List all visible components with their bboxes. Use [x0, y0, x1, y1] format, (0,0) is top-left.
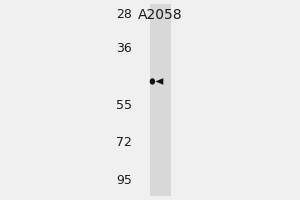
Text: 28: 28 — [116, 7, 132, 21]
Text: 72: 72 — [116, 136, 132, 149]
Ellipse shape — [150, 78, 155, 85]
Text: 55: 55 — [116, 99, 132, 112]
Text: A2058: A2058 — [138, 8, 183, 22]
Polygon shape — [155, 78, 163, 85]
Text: 36: 36 — [116, 42, 132, 55]
Bar — [150, 4, 171, 196]
Text: 95: 95 — [116, 174, 132, 186]
